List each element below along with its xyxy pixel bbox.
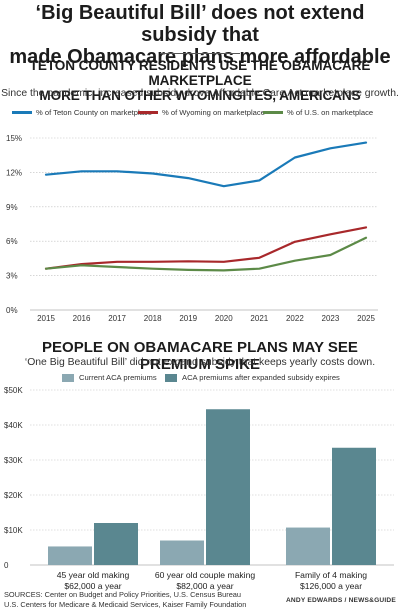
legend-current: Current ACA premiums — [62, 373, 157, 382]
x-tick-label: 2023 — [322, 314, 340, 323]
y-tick-label: $40K — [4, 421, 23, 430]
y-tick-label: 15% — [6, 134, 22, 143]
line-chart-title-line-1: TETON COUNTY RESIDENTS USE THE OBAMACARE… — [29, 58, 371, 88]
legend-wyoming: % of Wyoming on marketplace — [138, 108, 265, 117]
legend-current-label: Current ACA premiums — [79, 373, 157, 382]
line-chart: 0% 3% 6% 9% 12% 15% 2015 2016 2017 2018 2019 2020 20… — [6, 134, 378, 323]
bar-category-3-line-1: Family of 4 making — [294, 570, 368, 580]
y-tick-label: 0% — [6, 306, 18, 315]
headline: ‘Big Beautiful Bill’ does not extend sub… — [6, 2, 394, 68]
bar-category-1-line-2: $62,000 a year — [64, 581, 122, 591]
x-tick-label: 2017 — [108, 314, 126, 323]
legend-wyoming-swatch — [138, 111, 158, 114]
legend-us-label: % of U.S. on marketplace — [287, 108, 374, 117]
legend-wyoming-label: % of Wyoming on marketplace — [162, 108, 265, 117]
bar-expired-1 — [94, 523, 138, 565]
sources-note: SOURCES: Center on Budget and Policy Pri… — [4, 590, 304, 609]
y-tick-label: 9% — [6, 203, 18, 212]
bar-category-3-line-2: $126,000 a year — [299, 581, 363, 591]
series-line-us — [44, 236, 368, 272]
x-tick-label: 2015 — [37, 314, 55, 323]
series-line-teton — [44, 141, 368, 188]
bar-current-2 — [160, 540, 204, 565]
legend-expired-label: ACA premiums after expanded subsidy expi… — [182, 373, 340, 382]
credit-line: ANDY EDWARDS / NEWS&GUIDE — [285, 597, 396, 604]
line-chart-title: TETON COUNTY RESIDENTS USE THE OBAMACARE… — [6, 58, 394, 103]
legend-teton-swatch — [12, 111, 32, 114]
y-tick-label: 12% — [6, 168, 22, 177]
x-tick-label: 2019 — [179, 314, 197, 323]
headline-line-1: ‘Big Beautiful Bill’ does not extend sub… — [35, 2, 365, 46]
legend-teton: % of Teton County on marketplace — [12, 108, 152, 117]
legend-expired: ACA premiums after expanded subsidy expi… — [165, 373, 340, 382]
bar-chart-subtitle: ‘One Big Beautiful Bill’ did not expand … — [24, 357, 376, 368]
legend-teton-label: % of Teton County on marketplace — [36, 108, 152, 117]
y-tick-label: 0 — [4, 561, 9, 570]
bar-category-label-1: 45 year old making $62,000 a year — [33, 570, 153, 592]
bar-chart-title: PEOPLE ON OBAMACARE PLANS MAY SEE PREMIU… — [42, 339, 358, 373]
y-tick-label: $50K — [4, 386, 23, 395]
legend-us: % of U.S. on marketplace — [263, 108, 373, 117]
sources-line-2: U.S. Centers for Medicare & Medicaid Ser… — [4, 599, 247, 609]
bar-category-label-3: Family of 4 making $126,000 a year — [271, 570, 391, 592]
y-tick-label: $10K — [4, 526, 23, 535]
y-tick-label: 3% — [6, 272, 18, 281]
x-tick-label: 2018 — [144, 314, 162, 323]
headline-line-2: made Obamacare plans more affordable — [9, 46, 391, 68]
legend-us-swatch — [263, 111, 283, 114]
x-tick-label: 2021 — [250, 314, 268, 323]
headline-divider — [160, 53, 240, 54]
series-line-wyoming — [44, 226, 368, 270]
sources-line-1: SOURCES: Center on Budget and Policy Pri… — [4, 590, 242, 599]
x-tick-label: 2020 — [215, 314, 233, 323]
line-chart-subtitle: Since the pandemic, increased subsidy dr… — [1, 88, 399, 99]
y-tick-label: $20K — [4, 491, 23, 500]
bar-category-2-line-2: $82,000 a year — [176, 581, 234, 591]
bar-expired-3 — [332, 447, 376, 565]
line-chart-title-line-2: MORE THAN OTHER WYOMINGITES, AMERICANS — [39, 88, 361, 103]
bar-expired-2 — [206, 409, 250, 565]
bar-current-1 — [48, 546, 92, 565]
y-tick-label: $30K — [4, 456, 23, 465]
bar-category-2-line-1: 60 year old couple making — [154, 570, 256, 580]
bar-current-3 — [286, 527, 330, 565]
y-tick-label: 6% — [6, 237, 18, 246]
bar-category-1-line-1: 45 year old making — [56, 570, 130, 580]
legend-expired-swatch — [165, 373, 177, 382]
x-tick-label: 2025 — [357, 314, 375, 323]
bar-category-label-2: 60 year old couple making $82,000 a year — [145, 570, 265, 592]
x-tick-label: 2022 — [286, 314, 304, 323]
x-tick-label: 2016 — [73, 314, 91, 323]
bar-chart: 0 $10K $20K $30K $40K $50K — [4, 386, 394, 570]
legend-current-swatch — [62, 373, 74, 382]
